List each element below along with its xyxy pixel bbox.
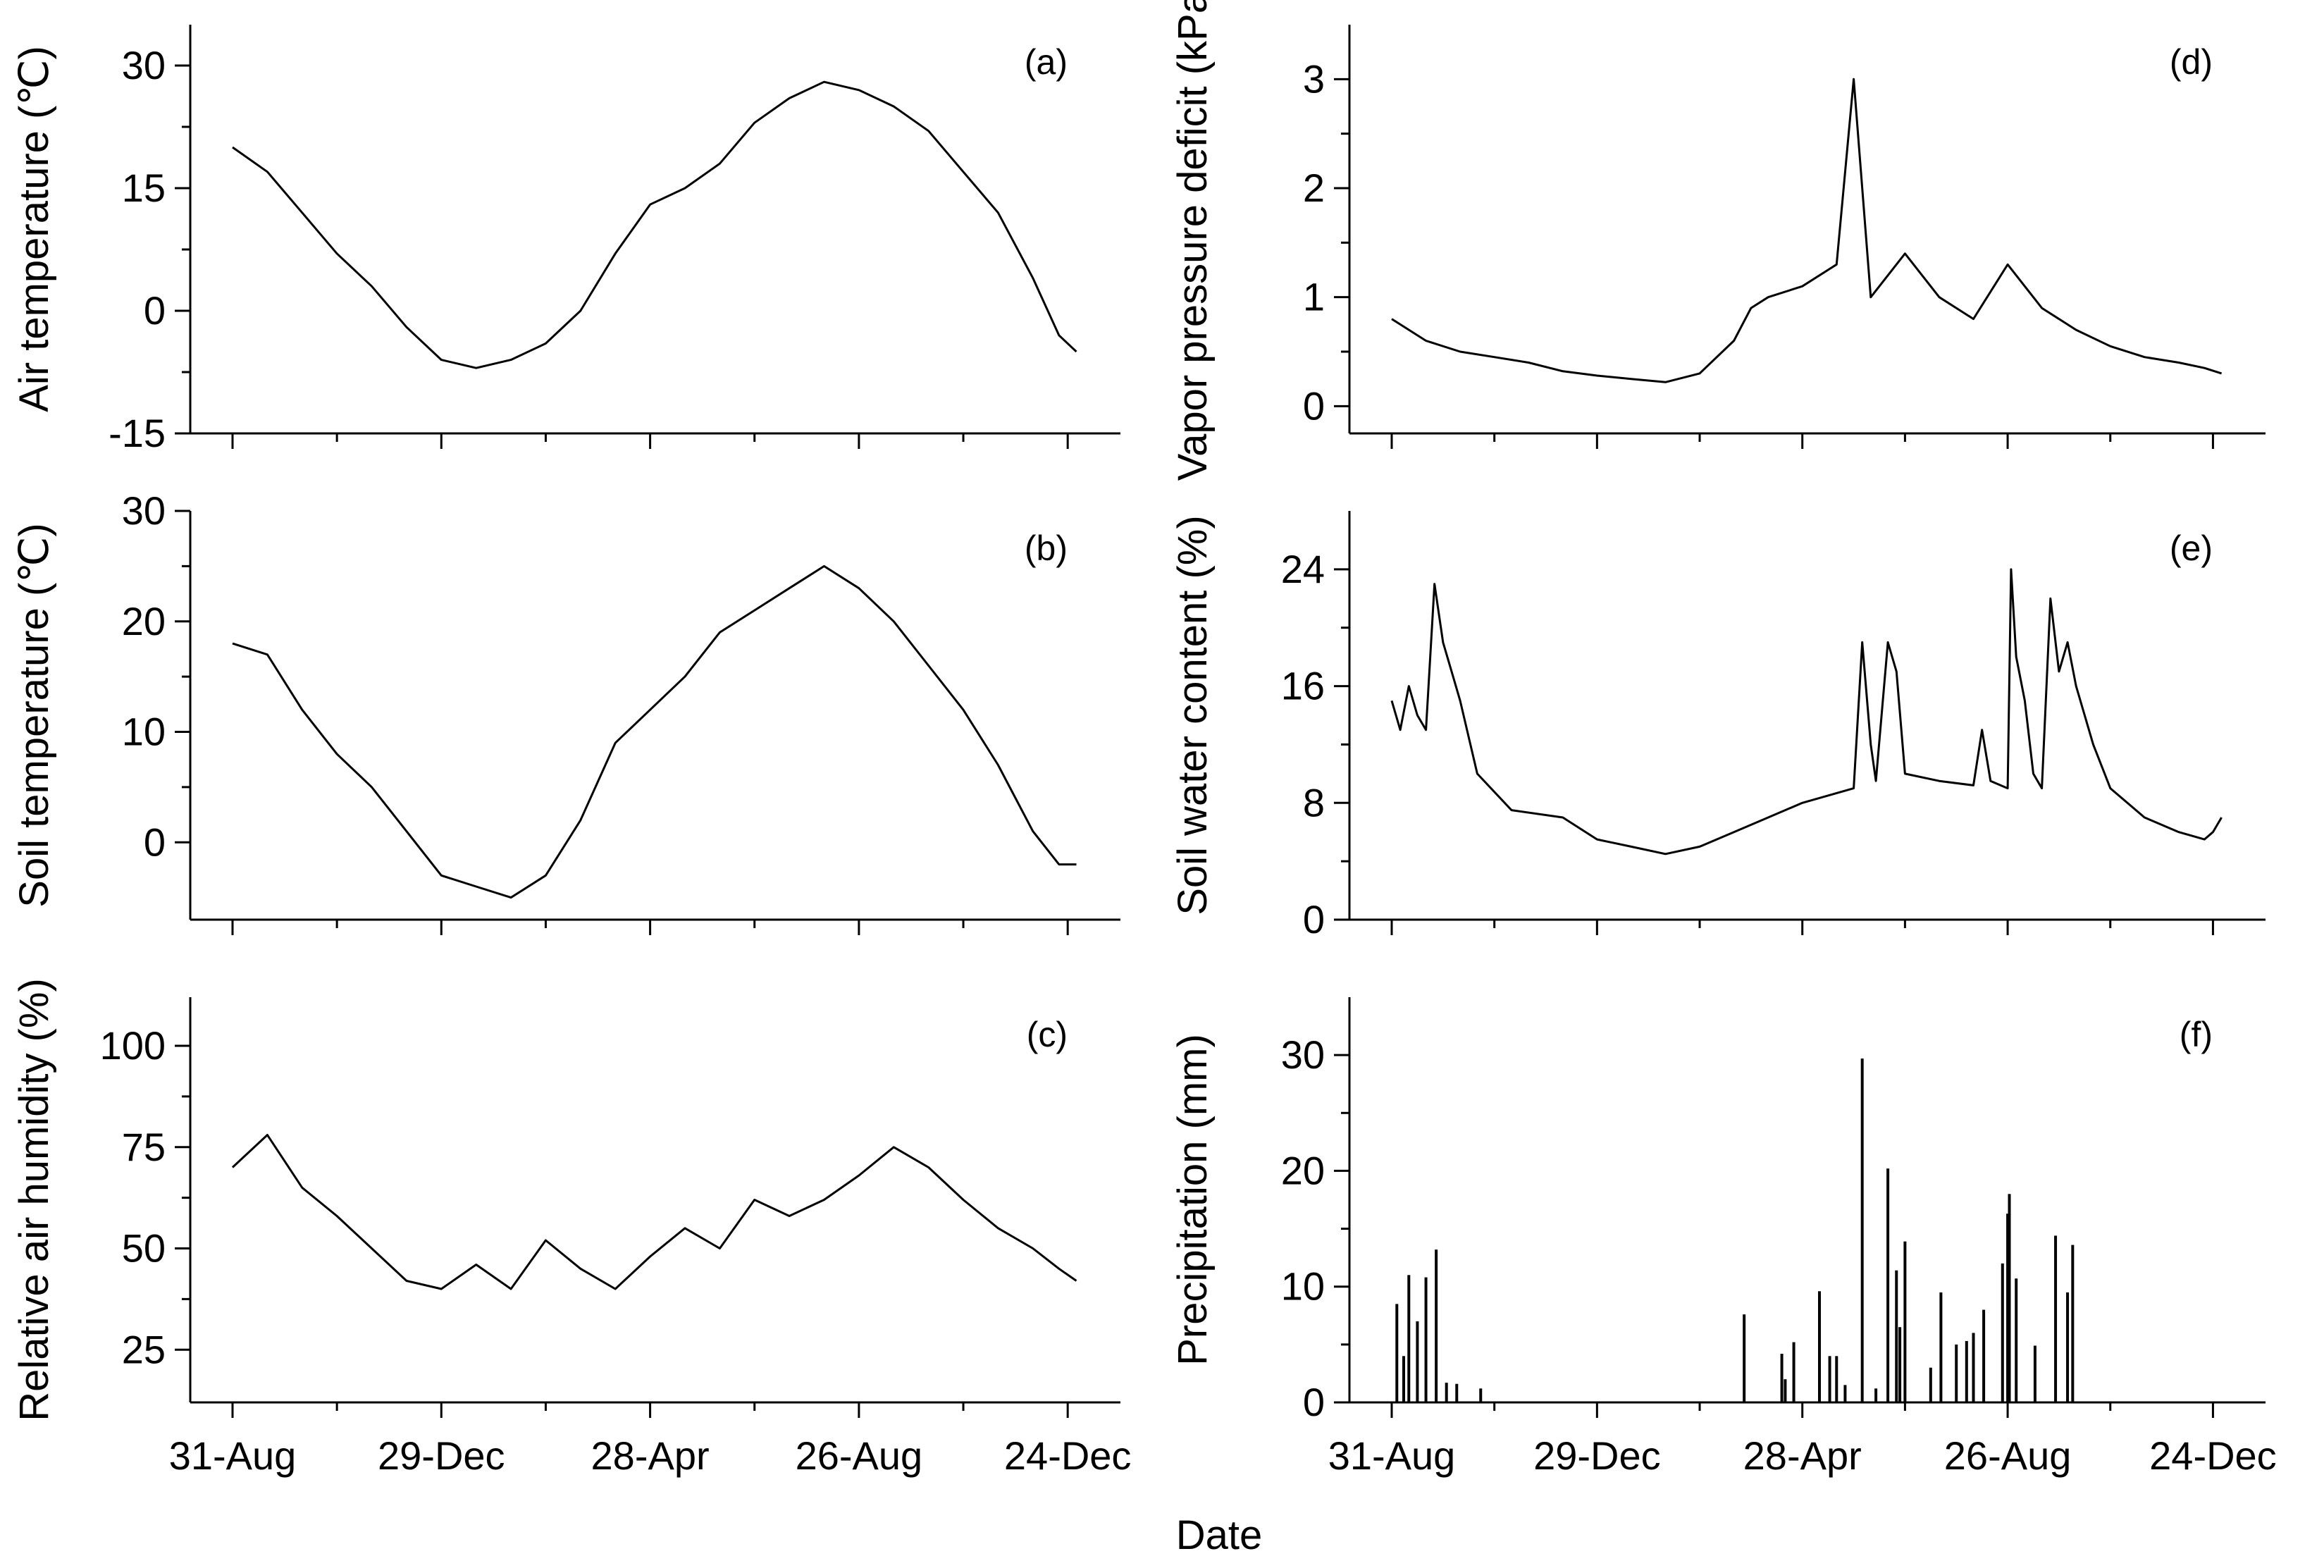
- panel-d: 0 1 2 3 Vapor pressure deficit (kPa) (d): [1170, 0, 2266, 481]
- y-axis-title: Precipitation (mm): [1170, 1034, 1216, 1366]
- series-line: [1390, 568, 2223, 856]
- precip-bar: [1780, 1354, 1784, 1402]
- panel-label: (b): [1025, 529, 1068, 568]
- panel-label: (d): [2170, 42, 2213, 82]
- precip-bar: [1455, 1383, 1459, 1402]
- y-tick-label: 25: [122, 1327, 166, 1371]
- y-tick-label: 50: [122, 1226, 166, 1271]
- precip-bar: [2008, 1194, 2011, 1402]
- precip-bar: [1939, 1292, 1943, 1402]
- y-tick-label: 2: [1303, 166, 1325, 210]
- y-tick-label: -15: [109, 411, 166, 455]
- precip-bar: [1792, 1342, 1795, 1402]
- precip-bar: [1784, 1379, 1787, 1402]
- panel-b: 0 10 20 30 Soil temperature (℃) (b): [11, 488, 1120, 935]
- x-tick-label: 26-Aug: [1944, 1433, 2072, 1478]
- precip-bar: [2001, 1263, 2004, 1402]
- y-tick-label: 20: [1281, 1148, 1325, 1192]
- series-line: [232, 80, 1077, 369]
- precip-bar: [1435, 1249, 1438, 1402]
- precip-bar: [2054, 1235, 2058, 1402]
- precip-bar: [1955, 1344, 1958, 1402]
- y-tick-label: 1: [1303, 275, 1325, 319]
- y-tick-label: 10: [1281, 1264, 1325, 1309]
- precip-bar: [2006, 1214, 2010, 1402]
- x-tick-label: 31-Aug: [169, 1433, 297, 1478]
- x-tick-label: 29-Dec: [378, 1433, 505, 1478]
- y-tick-label: 75: [122, 1125, 166, 1169]
- precip-bar: [1479, 1388, 1483, 1402]
- y-tick-label: 20: [122, 599, 166, 643]
- precip-bar: [1929, 1367, 1932, 1402]
- precip-bar: [1828, 1356, 1831, 1402]
- y-axis-title: Air temperature (℃): [11, 46, 57, 412]
- precip-bar: [2071, 1245, 2075, 1402]
- precip-bar: [1898, 1327, 1902, 1402]
- panel-a: -15 0 15 30 Air temperature (℃) (a): [11, 25, 1120, 455]
- series-line: [1391, 78, 2223, 383]
- precip-bar: [1835, 1356, 1838, 1402]
- y-tick-label: 30: [122, 43, 166, 87]
- y-tick-label: 0: [144, 820, 166, 864]
- panel-label: (a): [1025, 42, 1068, 82]
- y-axis-title: Soil water content (%): [1170, 515, 1216, 915]
- precip-bar: [1860, 1058, 1864, 1402]
- panel-label: (f): [2180, 1015, 2213, 1054]
- x-tick-label: 26-Aug: [796, 1433, 923, 1478]
- panel-f: 0 10 20 30 31-Aug 29-Dec 28-Apr 26-Aug 24-Dec Pre…: [1170, 997, 2277, 1478]
- x-tick-label: 31-Aug: [1328, 1433, 1456, 1478]
- series-line: [232, 564, 1077, 899]
- precip-bar: [1416, 1321, 1419, 1402]
- precip-bar: [1817, 1291, 1821, 1402]
- panel-e: 0 8 16 24 Soil water content (%) (e): [1170, 511, 2266, 942]
- x-tick-label: 28-Apr: [591, 1433, 710, 1478]
- y-tick-label: 100: [100, 1023, 166, 1068]
- precip-bar: [2066, 1292, 2070, 1402]
- precip-bar: [1395, 1304, 1399, 1402]
- y-tick-label: 30: [122, 488, 166, 533]
- y-tick-label: 16: [1281, 664, 1325, 708]
- x-tick-label: 24-Dec: [1004, 1433, 1132, 1478]
- x-tick-label: 29-Dec: [1533, 1433, 1661, 1478]
- precip-bar: [1843, 1385, 1847, 1402]
- y-tick-label: 0: [144, 288, 166, 333]
- precip-bar: [1903, 1241, 1907, 1402]
- y-tick-label: 10: [122, 710, 166, 754]
- precip-bar: [1895, 1270, 1898, 1402]
- series-line: [231, 1134, 1077, 1290]
- precip-bar: [1743, 1314, 1746, 1402]
- precip-bar: [2033, 1345, 2036, 1402]
- precip-bar: [2015, 1278, 2018, 1402]
- y-tick-label: 24: [1281, 547, 1325, 591]
- x-tick-label: 28-Apr: [1743, 1433, 1862, 1478]
- precip-bar: [1407, 1275, 1411, 1402]
- y-tick-label: 8: [1303, 780, 1325, 825]
- y-tick-label: 0: [1303, 897, 1325, 942]
- precip-bar: [1886, 1168, 1890, 1402]
- precip-bar: [1972, 1333, 1975, 1402]
- precip-bar: [1965, 1340, 1968, 1402]
- panel-label: (c): [1027, 1015, 1068, 1054]
- precip-bar: [1445, 1383, 1448, 1402]
- panel-label: (e): [2170, 529, 2213, 568]
- x-tick-label: 24-Dec: [2149, 1433, 2277, 1478]
- y-tick-label: 30: [1281, 1032, 1325, 1077]
- precip-bar: [1874, 1388, 1878, 1402]
- precip-bar: [1424, 1277, 1428, 1402]
- precip-bar: [1982, 1309, 1986, 1402]
- y-tick-label: 3: [1303, 56, 1325, 101]
- y-tick-label: 15: [122, 166, 166, 210]
- y-axis-title: Relative air humidity (%): [11, 978, 57, 1421]
- y-axis-title: Vapor pressure deficit (kPa): [1170, 0, 1216, 481]
- y-tick-label: 0: [1303, 383, 1325, 428]
- y-tick-label: 0: [1303, 1380, 1325, 1424]
- y-axis-title: Soil temperature (℃): [11, 523, 57, 907]
- precip-bar: [1402, 1356, 1405, 1402]
- panel-c: 25 50 75 100 31-Aug 29-Dec 28-Apr 26-Aug 24-Dec R…: [11, 978, 1131, 1478]
- x-axis-title-date: Date: [1176, 1512, 1263, 1558]
